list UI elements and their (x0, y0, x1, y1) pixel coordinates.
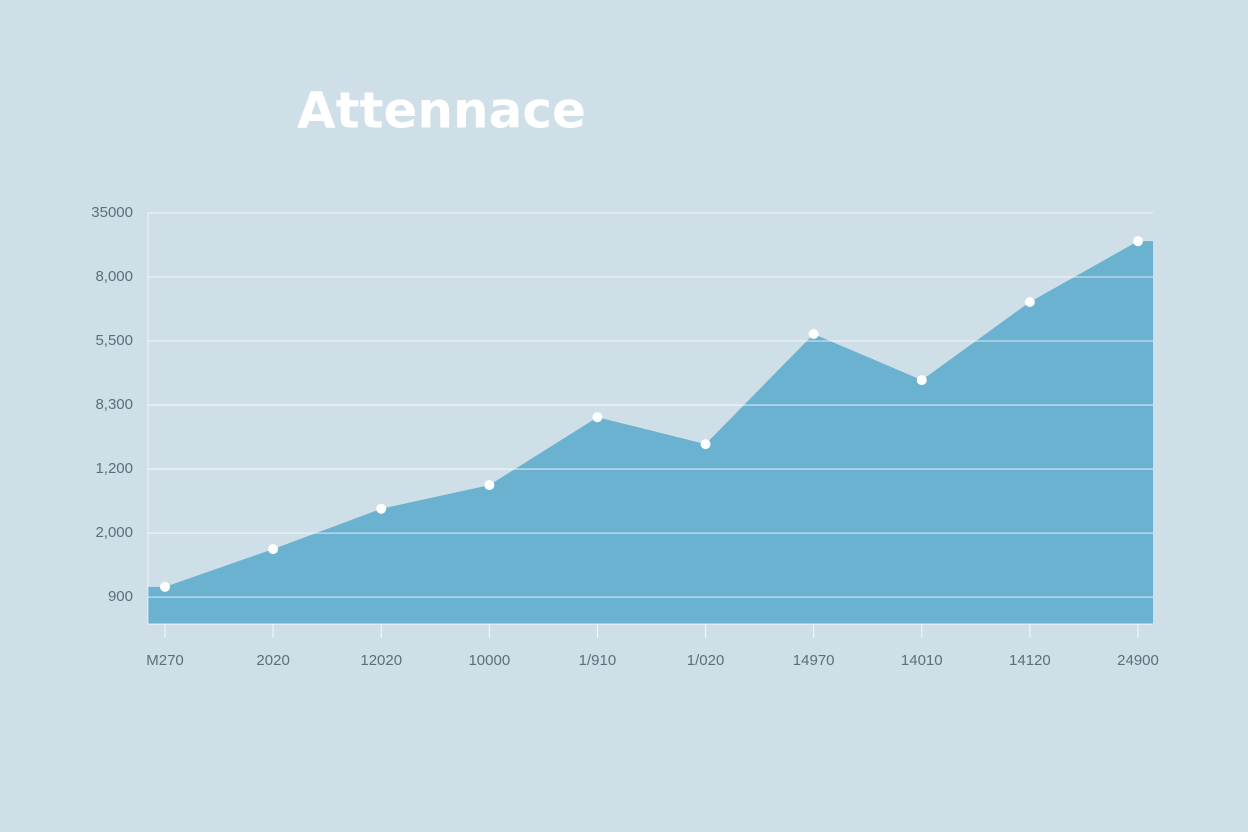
y-tick-label: 2,000 (95, 524, 133, 541)
x-tick-label: 14120 (1009, 652, 1051, 669)
x-tick-label: 2020 (256, 652, 289, 669)
y-tick-label: 900 (108, 588, 133, 605)
y-tick-label: 35000 (91, 204, 133, 221)
x-tick-label: 1/020 (687, 652, 725, 669)
area (148, 241, 1153, 625)
x-tick-label: 14970 (793, 652, 835, 669)
x-tick-label: 12020 (360, 652, 402, 669)
data-point (808, 328, 819, 339)
x-tick-label: M270 (146, 652, 184, 669)
chart-title: Attennace (297, 82, 586, 140)
y-tick-label: 5,500 (95, 332, 133, 349)
x-tick-label: 1/910 (579, 652, 617, 669)
data-point (1133, 236, 1143, 247)
data-point (376, 503, 387, 514)
data-point (916, 375, 927, 386)
y-tick-label: 1,200 (95, 460, 133, 477)
x-tick-label: 24900 (1117, 652, 1159, 669)
data-point (1024, 296, 1035, 307)
data-point (700, 439, 711, 450)
data-point (484, 480, 495, 491)
data-point (268, 544, 279, 555)
x-tick-label: 14010 (901, 652, 943, 669)
data-point (160, 581, 170, 592)
data-point (592, 412, 603, 423)
y-tick-label: 8,000 (95, 268, 133, 285)
x-tick-label: 10000 (468, 652, 510, 669)
y-tick-label: 8,300 (95, 396, 133, 413)
